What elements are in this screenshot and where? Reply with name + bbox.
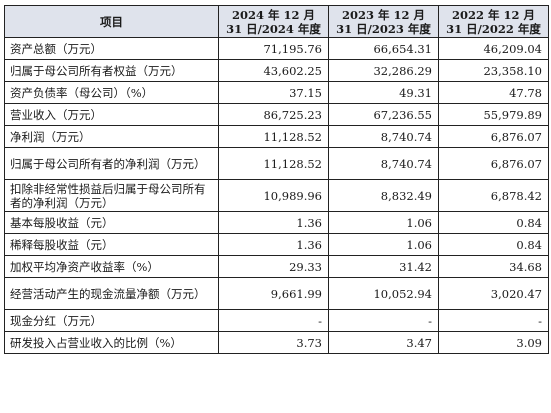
row-label: 归属于母公司所有者的净利润（万元） xyxy=(4,147,219,180)
value-2024: 3.73 xyxy=(218,331,329,354)
value-2023: 67,236.55 xyxy=(328,103,439,126)
value-2023: 66,654.31 xyxy=(328,37,439,60)
value-2023: 31.42 xyxy=(328,255,439,278)
value-2024: 37.15 xyxy=(218,81,329,104)
table-row: 扣除非经常性损益后归属于母公司所有者的净利润（万元） 10,989.96 8,8… xyxy=(4,179,549,212)
value-2022: 47.78 xyxy=(438,81,549,104)
row-label: 扣除非经常性损益后归属于母公司所有者的净利润（万元） xyxy=(4,179,219,212)
row-label: 稀释每股收益（元） xyxy=(4,233,219,256)
value-2022: 0.84 xyxy=(438,233,549,256)
row-label: 营业收入（万元） xyxy=(4,103,219,126)
header-item: 项目 xyxy=(4,5,219,38)
financial-table: 项目 2024 年 12 月 31 日/2024 年度 2023 年 12 月 … xyxy=(4,5,549,354)
value-2022: 3,020.47 xyxy=(438,277,549,310)
row-label: 资产负债率（母公司）（%） xyxy=(4,81,219,104)
value-2023: 8,740.74 xyxy=(328,147,439,180)
value-2024: - xyxy=(218,309,329,332)
value-2023: 32,286.29 xyxy=(328,59,439,82)
header-2023: 2023 年 12 月 31 日/2023 年度 xyxy=(328,5,439,38)
table-row: 归属于母公司所有者的净利润（万元） 11,128.52 8,740.74 6,8… xyxy=(4,147,549,180)
header-2022: 2022 年 12 月 31 日/2022 年度 xyxy=(438,5,549,38)
table-row: 归属于母公司所有者权益（万元） 43,602.25 32,286.29 23,3… xyxy=(4,59,549,82)
table-row: 现金分红（万元） - - - xyxy=(4,309,549,332)
table-row: 研发投入占营业收入的比例（%） 3.73 3.47 3.09 xyxy=(4,331,549,354)
value-2022: 46,209.04 xyxy=(438,37,549,60)
value-2023: - xyxy=(328,309,439,332)
value-2022: 6,878.42 xyxy=(438,179,549,212)
value-2022: 0.84 xyxy=(438,211,549,234)
table-row: 资产总额（万元） 71,195.76 66,654.31 46,209.04 xyxy=(4,37,549,60)
table-row: 基本每股收益（元） 1.36 1.06 0.84 xyxy=(4,211,549,234)
row-label: 归属于母公司所有者权益（万元） xyxy=(4,59,219,82)
value-2022: 55,979.89 xyxy=(438,103,549,126)
value-2024: 9,661.99 xyxy=(218,277,329,310)
header-row: 项目 2024 年 12 月 31 日/2024 年度 2023 年 12 月 … xyxy=(4,5,549,38)
table-row: 稀释每股收益（元） 1.36 1.06 0.84 xyxy=(4,233,549,256)
row-label: 现金分红（万元） xyxy=(4,309,219,332)
value-2024: 1.36 xyxy=(218,233,329,256)
value-2023: 8,740.74 xyxy=(328,125,439,148)
value-2022: - xyxy=(438,309,549,332)
value-2024: 43,602.25 xyxy=(218,59,329,82)
value-2022: 3.09 xyxy=(438,331,549,354)
row-label: 加权平均净资产收益率（%） xyxy=(4,255,219,278)
value-2023: 8,832.49 xyxy=(328,179,439,212)
row-label: 净利润（万元） xyxy=(4,125,219,148)
value-2024: 71,195.76 xyxy=(218,37,329,60)
row-label: 研发投入占营业收入的比例（%） xyxy=(4,331,219,354)
value-2024: 10,989.96 xyxy=(218,179,329,212)
value-2023: 1.06 xyxy=(328,211,439,234)
value-2022: 34.68 xyxy=(438,255,549,278)
value-2023: 3.47 xyxy=(328,331,439,354)
value-2022: 6,876.07 xyxy=(438,125,549,148)
row-label: 基本每股收益（元） xyxy=(4,211,219,234)
value-2024: 86,725.23 xyxy=(218,103,329,126)
table-row: 净利润（万元） 11,128.52 8,740.74 6,876.07 xyxy=(4,125,549,148)
row-label: 经营活动产生的现金流量净额（万元） xyxy=(4,277,219,310)
row-label: 资产总额（万元） xyxy=(4,37,219,60)
table-row: 经营活动产生的现金流量净额（万元） 9,661.99 10,052.94 3,0… xyxy=(4,277,549,310)
table-row: 资产负债率（母公司）（%） 37.15 49.31 47.78 xyxy=(4,81,549,104)
financial-table-container: 项目 2024 年 12 月 31 日/2024 年度 2023 年 12 月 … xyxy=(4,5,549,354)
value-2022: 6,876.07 xyxy=(438,147,549,180)
value-2022: 23,358.10 xyxy=(438,59,549,82)
value-2023: 1.06 xyxy=(328,233,439,256)
table-row: 加权平均净资产收益率（%） 29.33 31.42 34.68 xyxy=(4,255,549,278)
value-2024: 29.33 xyxy=(218,255,329,278)
value-2024: 11,128.52 xyxy=(218,147,329,180)
value-2023: 49.31 xyxy=(328,81,439,104)
value-2024: 11,128.52 xyxy=(218,125,329,148)
value-2023: 10,052.94 xyxy=(328,277,439,310)
table-row: 营业收入（万元） 86,725.23 67,236.55 55,979.89 xyxy=(4,103,549,126)
header-2024: 2024 年 12 月 31 日/2024 年度 xyxy=(218,5,329,38)
value-2024: 1.36 xyxy=(218,211,329,234)
